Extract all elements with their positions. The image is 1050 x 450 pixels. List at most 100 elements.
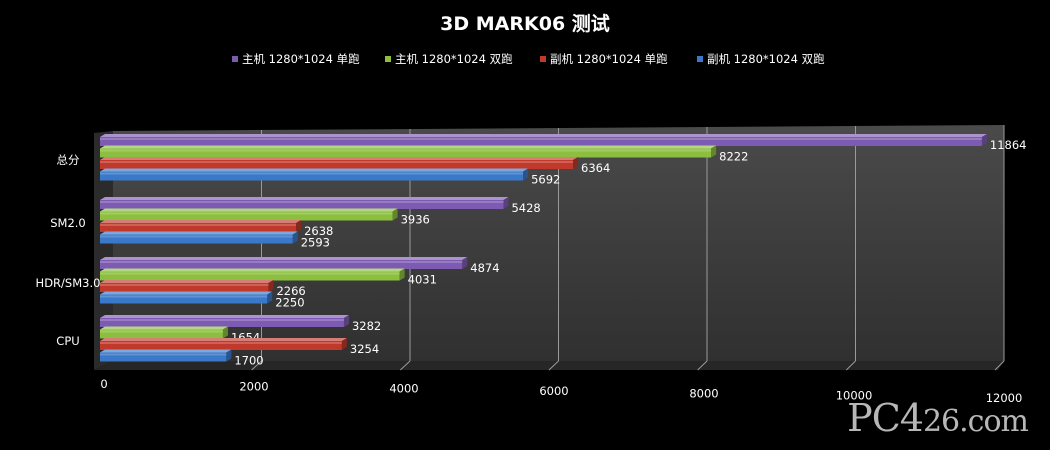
bar-value-label: 2266 bbox=[276, 284, 305, 298]
plot-floor bbox=[94, 361, 1004, 370]
bar bbox=[100, 160, 574, 169]
bar-highlight bbox=[100, 161, 574, 163]
bar-value-label: 4874 bbox=[470, 261, 499, 275]
bar-end bbox=[523, 168, 529, 181]
category-label: HDR/SM3.0 bbox=[36, 276, 101, 290]
bar bbox=[100, 223, 297, 232]
bar-end bbox=[268, 280, 274, 292]
bar-value-label: 2250 bbox=[275, 296, 304, 310]
bar-top bbox=[100, 280, 274, 283]
bar-end bbox=[341, 338, 347, 350]
legend-entry: 主机 1280*1024 单跑 bbox=[242, 52, 360, 66]
legend-entry: 副机 1280*1024 双跑 bbox=[707, 52, 825, 66]
bar-value-label: 2638 bbox=[304, 224, 333, 238]
bar-end bbox=[981, 134, 987, 146]
x-tick-label: 4000 bbox=[389, 382, 418, 396]
bar-end bbox=[399, 268, 405, 281]
bar-highlight bbox=[100, 353, 227, 356]
bar-value-label: 5692 bbox=[531, 173, 560, 187]
bar-value-label: 11864 bbox=[990, 138, 1027, 152]
x-tick-label: 0 bbox=[100, 377, 107, 391]
bar bbox=[100, 260, 463, 269]
plot-side-wall bbox=[94, 131, 113, 370]
bar-value-label: 4031 bbox=[408, 273, 437, 287]
category-label: SM2.0 bbox=[50, 216, 86, 230]
bar-end bbox=[711, 145, 717, 158]
bar-value-label: 6364 bbox=[581, 161, 610, 175]
x-tick-label: 12000 bbox=[986, 391, 1023, 405]
bar-end bbox=[503, 197, 509, 209]
bar-end bbox=[573, 157, 579, 169]
bar-top bbox=[100, 157, 579, 160]
x-tick-label: 2000 bbox=[239, 379, 268, 393]
bar-top bbox=[100, 220, 302, 223]
bar-top bbox=[100, 338, 347, 341]
bar-top bbox=[100, 134, 987, 137]
bar bbox=[100, 171, 524, 181]
bar-highlight bbox=[100, 342, 342, 344]
bar bbox=[100, 341, 342, 350]
bar-end bbox=[343, 315, 349, 327]
legend-swatch bbox=[540, 56, 546, 62]
bar-value-label: 1700 bbox=[234, 354, 263, 368]
legend-swatch bbox=[697, 56, 703, 62]
gridline-floor bbox=[697, 360, 708, 371]
bar-highlight bbox=[100, 224, 297, 226]
bar-value-label: 8222 bbox=[719, 150, 748, 164]
bar bbox=[100, 294, 268, 304]
bar-top bbox=[100, 257, 468, 260]
bar-top bbox=[100, 315, 349, 318]
bar-top bbox=[100, 197, 509, 200]
bar bbox=[100, 271, 400, 281]
bar-value-label: 3936 bbox=[401, 213, 430, 227]
x-tick-label: 10000 bbox=[836, 389, 873, 403]
bar bbox=[100, 352, 227, 362]
legend-entry: 主机 1280*1024 双跑 bbox=[395, 52, 513, 66]
bar bbox=[100, 200, 504, 209]
legend-entry: 副机 1280*1024 单跑 bbox=[550, 52, 668, 66]
bar-top bbox=[100, 326, 228, 330]
gridline-floor bbox=[251, 360, 262, 371]
bar-end bbox=[226, 349, 232, 362]
bar-end bbox=[296, 220, 302, 232]
bar-highlight bbox=[100, 235, 293, 238]
bar-end bbox=[267, 291, 273, 304]
bar-end bbox=[462, 257, 468, 269]
bar-highlight bbox=[100, 138, 982, 140]
bar bbox=[100, 234, 293, 244]
category-label: CPU bbox=[56, 334, 79, 348]
bar-value-label: 3254 bbox=[350, 342, 379, 356]
bar-highlight bbox=[100, 272, 400, 275]
bar bbox=[100, 329, 223, 339]
bar-top bbox=[100, 231, 298, 235]
bar-highlight bbox=[100, 261, 463, 263]
bar-highlight bbox=[100, 295, 268, 298]
category-label: 总分 bbox=[57, 153, 80, 167]
bar-end bbox=[292, 231, 298, 244]
bar-highlight bbox=[100, 172, 524, 175]
bar-end bbox=[222, 326, 228, 339]
bar-value-label: 3282 bbox=[352, 319, 381, 333]
gridline-floor bbox=[399, 360, 411, 371]
bar bbox=[100, 211, 393, 221]
bar-top bbox=[100, 291, 273, 295]
bar-top bbox=[100, 349, 232, 353]
bar-highlight bbox=[100, 319, 344, 321]
bar bbox=[100, 283, 269, 292]
legend-swatch bbox=[232, 56, 238, 62]
watermark-main: PC4 bbox=[847, 396, 924, 440]
bar bbox=[100, 318, 344, 327]
bar-value-label: 2593 bbox=[301, 236, 330, 250]
bar bbox=[100, 137, 982, 146]
bar bbox=[100, 148, 712, 158]
bar-highlight bbox=[100, 149, 712, 152]
bar-top bbox=[100, 168, 529, 172]
x-tick-label: 8000 bbox=[689, 386, 718, 400]
gridline-floor bbox=[994, 360, 1005, 371]
bar-highlight bbox=[100, 201, 504, 203]
chart-title: 3D MARK06 测试 bbox=[440, 13, 610, 35]
legend-swatch bbox=[385, 56, 391, 62]
watermark-tail: 26.com bbox=[922, 404, 1029, 439]
bar-highlight bbox=[100, 284, 269, 286]
